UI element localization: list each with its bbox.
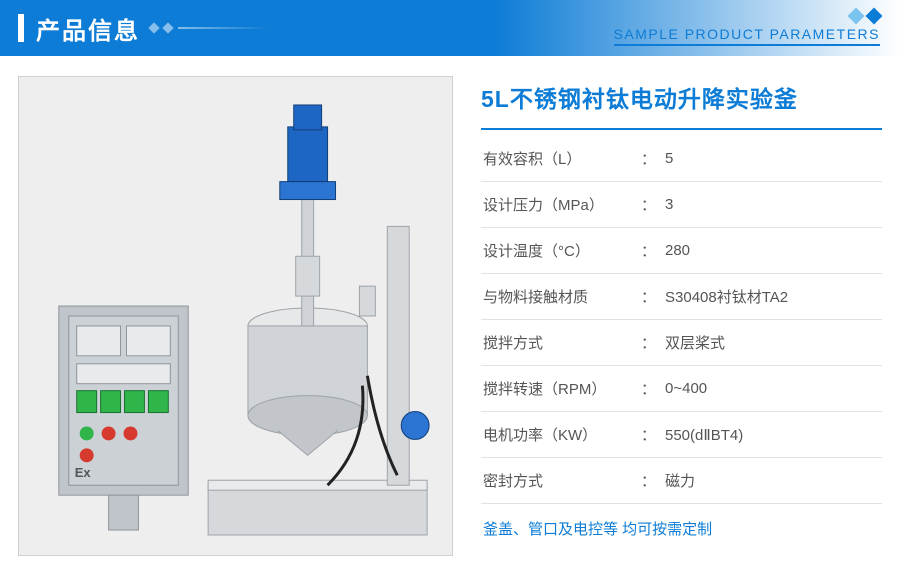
spec-colon: ： (641, 148, 665, 169)
header-bar: 产品信息 SAMPLE PRODUCT PARAMETERS (0, 0, 900, 56)
spec-colon: ： (641, 194, 665, 215)
spec-row: 有效容积（L）：5 (481, 136, 882, 182)
spec-value: 550(dⅡBT4) (665, 426, 882, 444)
spec-colon: ： (641, 240, 665, 261)
spec-label: 搅拌方式 (481, 332, 641, 353)
spec-row: 设计温度（°C）：280 (481, 228, 882, 274)
spec-label: 密封方式 (481, 470, 641, 491)
spec-row: 密封方式：磁力 (481, 458, 882, 504)
spec-label: 设计温度（°C） (481, 240, 641, 261)
header-title: 产品信息 (36, 11, 140, 46)
spec-label: 设计压力（MPa） (481, 194, 641, 215)
spec-colon: ： (641, 470, 665, 491)
diamond-icon (614, 10, 880, 22)
header-subtitle: SAMPLE PRODUCT PARAMETERS (614, 26, 880, 46)
equipment-illustration: Ex (19, 77, 452, 555)
spec-value: S30408衬钛材TA2 (665, 286, 882, 307)
spec-value: 双层桨式 (665, 332, 882, 353)
header-right: SAMPLE PRODUCT PARAMETERS (614, 10, 880, 46)
spec-row: 设计压力（MPa）：3 (481, 182, 882, 228)
spec-label: 电机功率（KW） (481, 424, 641, 445)
product-image: Ex (18, 76, 453, 556)
spec-value: 5 (665, 150, 882, 167)
spec-label: 有效容积（L） (481, 148, 641, 169)
content-area: Ex 5L不锈钢衬钛电动升降实验釜 有效容积（L）：5设计压力（MPa）：3设计… (0, 56, 900, 556)
footer-note: 釜盖、管口及电控等 均可按需定制 (481, 518, 882, 539)
header-decor (150, 24, 268, 32)
spec-label: 与物料接触材质 (481, 286, 641, 307)
spec-colon: ： (641, 286, 665, 307)
spec-row: 电机功率（KW）：550(dⅡBT4) (481, 412, 882, 458)
specs-table: 有效容积（L）：5设计压力（MPa）：3设计温度（°C）：280与物料接触材质：… (481, 136, 882, 504)
spec-row: 搅拌方式：双层桨式 (481, 320, 882, 366)
info-panel: 5L不锈钢衬钛电动升降实验釜 有效容积（L）：5设计压力（MPa）：3设计温度（… (481, 76, 882, 556)
spec-colon: ： (641, 332, 665, 353)
spec-value: 0~400 (665, 380, 882, 397)
spec-colon: ： (641, 424, 665, 445)
spec-value: 280 (665, 242, 882, 259)
spec-row: 搅拌转速（RPM）：0~400 (481, 366, 882, 412)
spec-value: 磁力 (665, 470, 882, 491)
spec-label: 搅拌转速（RPM） (481, 378, 641, 399)
svg-text:Ex: Ex (75, 465, 92, 480)
spec-row: 与物料接触材质：S30408衬钛材TA2 (481, 274, 882, 320)
header-accent-bar (18, 14, 24, 42)
product-title: 5L不锈钢衬钛电动升降实验釜 (481, 80, 882, 130)
spec-colon: ： (641, 378, 665, 399)
spec-value: 3 (665, 196, 882, 213)
